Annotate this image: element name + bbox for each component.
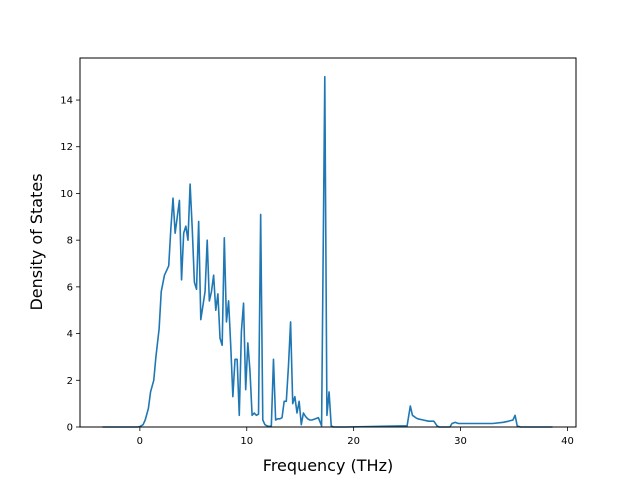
x-tick-label: 0 bbox=[137, 436, 143, 447]
y-tick-label: 6 bbox=[67, 282, 73, 293]
series-line-0 bbox=[102, 75, 553, 428]
x-axis-ticks: 0 10 20 30 40 bbox=[137, 427, 574, 447]
axes-frame bbox=[79, 57, 577, 428]
y-axis-ticks: 0 2 4 6 8 10 12 14 bbox=[60, 96, 80, 434]
x-tick-label: 30 bbox=[454, 436, 467, 447]
y-tick-label: 0 bbox=[67, 423, 73, 434]
y-axis-label: Density of States bbox=[27, 173, 46, 310]
y-tick-label: 4 bbox=[67, 329, 73, 340]
y-tick-label: 10 bbox=[60, 189, 73, 200]
y-tick-label: 2 bbox=[67, 376, 73, 387]
x-tick-label: 20 bbox=[347, 436, 360, 447]
x-tick-label: 10 bbox=[240, 436, 253, 447]
y-tick-label: 14 bbox=[60, 96, 73, 107]
x-tick-label: 40 bbox=[561, 436, 574, 447]
y-tick-label: 8 bbox=[67, 236, 73, 247]
series-layer bbox=[102, 75, 553, 428]
y-tick-label: 12 bbox=[60, 142, 73, 153]
x-axis-label: Frequency (THz) bbox=[263, 456, 393, 475]
